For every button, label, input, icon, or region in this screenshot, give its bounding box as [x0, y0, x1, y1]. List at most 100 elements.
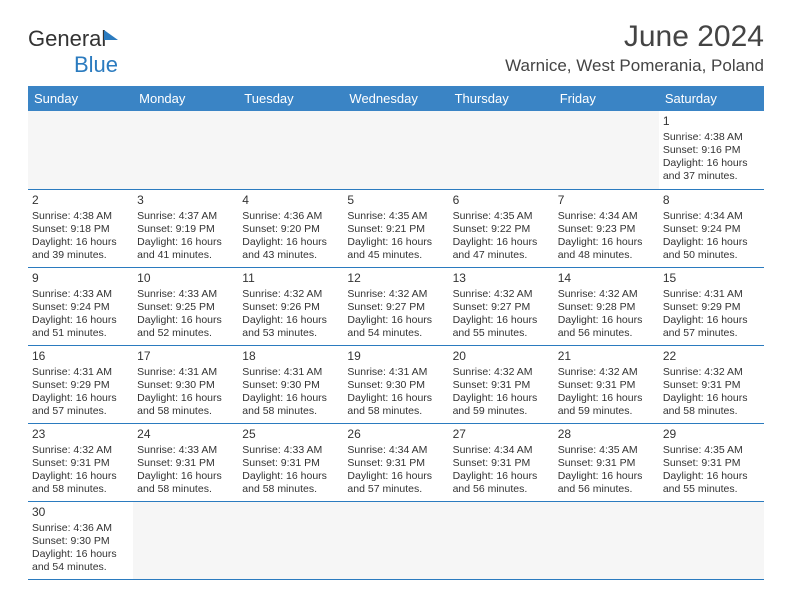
- day-number: 6: [453, 193, 550, 208]
- sunset-text: Sunset: 9:27 PM: [347, 301, 444, 314]
- calendar-cell: 4Sunrise: 4:36 AMSunset: 9:20 PMDaylight…: [238, 189, 343, 267]
- calendar-row: 2 Sunrise: 4:38 AMSunset: 9:18 PM Daylight…: [28, 189, 764, 267]
- sunset-text: Sunset: 9:31 PM: [32, 457, 129, 470]
- calendar-row: 16Sunrise: 4:31 AMSunset: 9:29 PMDayligh…: [28, 345, 764, 423]
- calendar-body: 1Sunrise: 4:38 AMSunset: 9:16 PMDaylight…: [28, 111, 764, 579]
- calendar-cell: [343, 501, 448, 579]
- day-number: 1: [663, 114, 760, 129]
- sunrise-text: Sunrise: 4:37 AM: [137, 210, 234, 223]
- sunset-text: Sunset: 9:31 PM: [453, 457, 550, 470]
- sunrise-text: Sunrise: 4:31 AM: [242, 366, 339, 379]
- day-number: 24: [137, 427, 234, 442]
- sunrise-text: Sunrise: 4:32 AM: [32, 444, 129, 457]
- day-number: 9: [32, 271, 129, 286]
- sunrise-text: Sunrise: 4:34 AM: [558, 210, 655, 223]
- day-number: 3: [137, 193, 234, 208]
- sunset-text: Sunset: 9:16 PM: [663, 144, 760, 157]
- sunrise-text: Sunrise: 4:31 AM: [663, 288, 760, 301]
- sunrise-text: Sunrise: 4:35 AM: [453, 210, 550, 223]
- sunrise-text: Sunrise: 4:33 AM: [32, 288, 129, 301]
- daylight-text: Daylight: 16 hours and 56 minutes.: [558, 314, 655, 340]
- sunset-text: Sunset: 9:21 PM: [347, 223, 444, 236]
- sunset-text: Sunset: 9:27 PM: [453, 301, 550, 314]
- day-header: Friday: [554, 86, 659, 111]
- day-number: 8: [663, 193, 760, 208]
- sunrise-text: Sunrise: 4:32 AM: [347, 288, 444, 301]
- day-number: 5: [347, 193, 444, 208]
- daylight-text: Daylight: 16 hours and 58 minutes.: [242, 470, 339, 496]
- day-number: 26: [347, 427, 444, 442]
- calendar-cell: 26Sunrise: 4:34 AMSunset: 9:31 PMDayligh…: [343, 423, 448, 501]
- daylight-text: Daylight: 16 hours and 47 minutes.: [453, 236, 550, 262]
- sunrise-text: Sunrise: 4:38 AM: [32, 210, 129, 223]
- daylight-text: Daylight: 16 hours and 59 minutes.: [558, 392, 655, 418]
- day-header: Wednesday: [343, 86, 448, 111]
- day-number: 30: [32, 505, 129, 520]
- sunrise-text: Sunrise: 4:33 AM: [242, 444, 339, 457]
- day-number: 10: [137, 271, 234, 286]
- daylight-text: Daylight: 16 hours and 52 minutes.: [137, 314, 234, 340]
- sunset-text: Sunset: 9:29 PM: [32, 379, 129, 392]
- sunset-text: Sunset: 9:20 PM: [242, 223, 339, 236]
- calendar-cell: 3Sunrise: 4:37 AMSunset: 9:19 PMDaylight…: [133, 189, 238, 267]
- sunrise-text: Sunrise: 4:32 AM: [242, 288, 339, 301]
- calendar-cell: 24Sunrise: 4:33 AMSunset: 9:31 PMDayligh…: [133, 423, 238, 501]
- sunset-text: Sunset: 9:30 PM: [32, 535, 129, 548]
- daylight-text: Daylight: 16 hours and 57 minutes.: [663, 314, 760, 340]
- sunrise-text: Sunrise: 4:38 AM: [663, 131, 760, 144]
- daylight-text: Daylight: 16 hours and 43 minutes.: [242, 236, 339, 262]
- sunset-text: Sunset: 9:28 PM: [558, 301, 655, 314]
- daylight-text: Daylight: 16 hours and 54 minutes.: [32, 548, 129, 574]
- sunset-text: Sunset: 9:18 PM: [32, 223, 129, 236]
- calendar-cell: 22Sunrise: 4:32 AMSunset: 9:31 PMDayligh…: [659, 345, 764, 423]
- calendar-cell: 8Sunrise: 4:34 AMSunset: 9:24 PMDaylight…: [659, 189, 764, 267]
- sunset-text: Sunset: 9:30 PM: [347, 379, 444, 392]
- calendar-cell: 21Sunrise: 4:32 AMSunset: 9:31 PMDayligh…: [554, 345, 659, 423]
- day-header: Saturday: [659, 86, 764, 111]
- calendar-cell: 11Sunrise: 4:32 AMSunset: 9:26 PMDayligh…: [238, 267, 343, 345]
- day-number: 19: [347, 349, 444, 364]
- calendar-row: 30Sunrise: 4:36 AMSunset: 9:30 PMDayligh…: [28, 501, 764, 579]
- sunrise-text: Sunrise: 4:36 AM: [242, 210, 339, 223]
- daylight-text: Daylight: 16 hours and 58 minutes.: [663, 392, 760, 418]
- sunrise-text: Sunrise: 4:32 AM: [453, 366, 550, 379]
- sunset-text: Sunset: 9:31 PM: [558, 457, 655, 470]
- sunrise-text: Sunrise: 4:35 AM: [663, 444, 760, 457]
- calendar-cell: [238, 111, 343, 189]
- day-number: 20: [453, 349, 550, 364]
- daylight-text: Daylight: 16 hours and 56 minutes.: [453, 470, 550, 496]
- daylight-text: Daylight: 16 hours and 58 minutes.: [32, 470, 129, 496]
- calendar-cell: [343, 111, 448, 189]
- sunrise-text: Sunrise: 4:35 AM: [347, 210, 444, 223]
- sunset-text: Sunset: 9:31 PM: [558, 379, 655, 392]
- sunrise-text: Sunrise: 4:34 AM: [347, 444, 444, 457]
- calendar-cell: 9Sunrise: 4:33 AMSunset: 9:24 PMDaylight…: [28, 267, 133, 345]
- calendar-cell: 30Sunrise: 4:36 AMSunset: 9:30 PMDayligh…: [28, 501, 133, 579]
- calendar-cell: 10Sunrise: 4:33 AMSunset: 9:25 PMDayligh…: [133, 267, 238, 345]
- calendar-cell: 2Sunrise: 4:38 AMSunset: 9:18 PMDaylight…: [28, 189, 133, 267]
- calendar-cell: 28Sunrise: 4:35 AMSunset: 9:31 PMDayligh…: [554, 423, 659, 501]
- sunrise-text: Sunrise: 4:35 AM: [558, 444, 655, 457]
- day-number: 14: [558, 271, 655, 286]
- sunset-text: Sunset: 9:31 PM: [347, 457, 444, 470]
- calendar-row: 1Sunrise: 4:38 AMSunset: 9:16 PMDaylight…: [28, 111, 764, 189]
- sunrise-text: Sunrise: 4:34 AM: [663, 210, 760, 223]
- calendar-cell: [238, 501, 343, 579]
- sunset-text: Sunset: 9:30 PM: [242, 379, 339, 392]
- sunrise-text: Sunrise: 4:31 AM: [32, 366, 129, 379]
- calendar-cell: 29Sunrise: 4:35 AMSunset: 9:31 PMDayligh…: [659, 423, 764, 501]
- daylight-text: Daylight: 16 hours and 58 minutes.: [347, 392, 444, 418]
- sunrise-text: Sunrise: 4:33 AM: [137, 444, 234, 457]
- sunset-text: Sunset: 9:31 PM: [242, 457, 339, 470]
- day-number: 2: [32, 193, 129, 208]
- daylight-text: Daylight: 16 hours and 58 minutes.: [137, 392, 234, 418]
- sunset-text: Sunset: 9:22 PM: [453, 223, 550, 236]
- daylight-text: Daylight: 16 hours and 59 minutes.: [453, 392, 550, 418]
- brand-triangle-icon: [104, 30, 118, 40]
- sunset-text: Sunset: 9:24 PM: [663, 223, 760, 236]
- calendar-cell: [449, 501, 554, 579]
- sunset-text: Sunset: 9:30 PM: [137, 379, 234, 392]
- sunset-text: Sunset: 9:26 PM: [242, 301, 339, 314]
- day-number: 21: [558, 349, 655, 364]
- calendar-cell: 14Sunrise: 4:32 AMSunset: 9:28 PMDayligh…: [554, 267, 659, 345]
